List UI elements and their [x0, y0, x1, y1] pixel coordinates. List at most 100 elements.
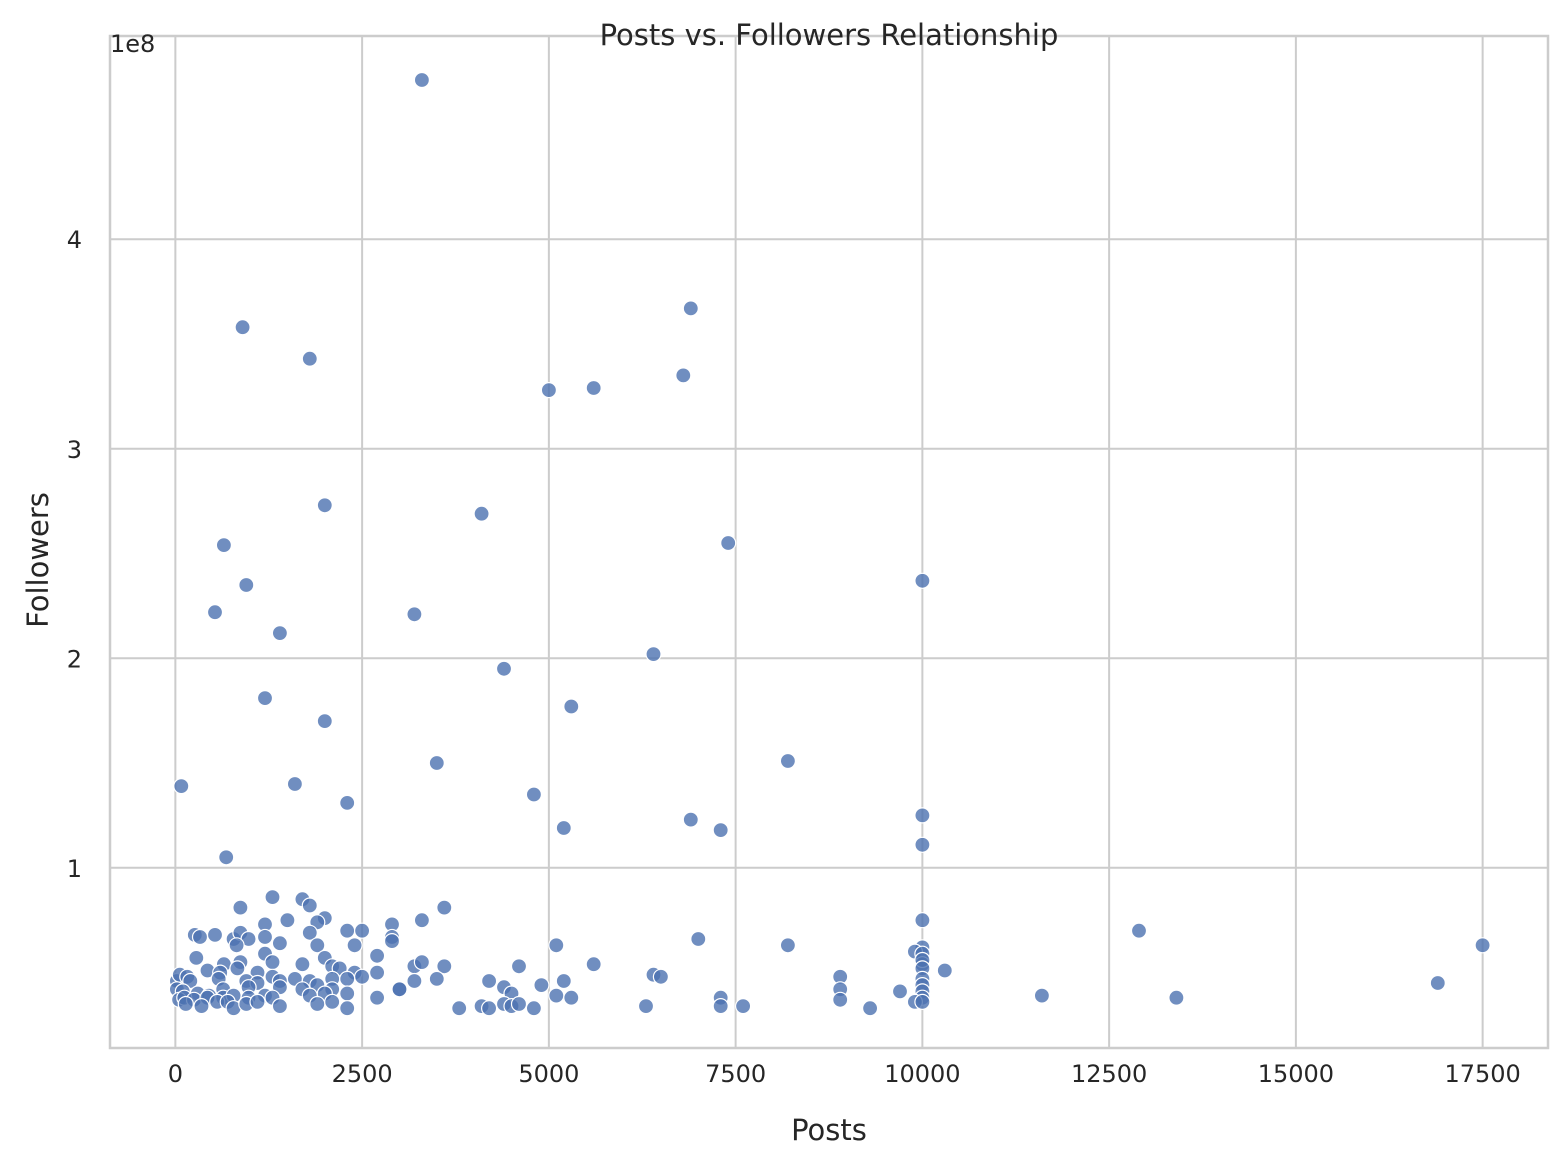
data-point [555, 819, 572, 837]
data-point [914, 836, 931, 853]
data-point [339, 985, 356, 1002]
data-point [264, 888, 281, 906]
data-point [779, 752, 797, 770]
data-point [525, 1000, 543, 1017]
data-point [914, 993, 931, 1011]
x-tick-label: 12500 [1071, 1060, 1147, 1088]
x-tick-label: 17500 [1444, 1060, 1520, 1088]
data-point [256, 689, 274, 707]
data-points [168, 71, 1491, 1017]
data-point [238, 576, 255, 594]
data-point [428, 970, 445, 988]
grid [110, 36, 1548, 1048]
data-point [234, 319, 251, 336]
data-point [525, 786, 543, 803]
x-tick-label: 10000 [884, 1060, 960, 1088]
data-point [229, 960, 246, 977]
data-point [891, 983, 909, 1000]
data-point [481, 972, 498, 990]
data-point [339, 970, 356, 988]
x-tick-label: 15000 [1258, 1060, 1334, 1088]
data-point [720, 534, 737, 552]
data-point [206, 926, 224, 944]
data-point [510, 958, 528, 975]
data-point [256, 928, 274, 946]
data-point [301, 924, 318, 941]
data-point [193, 997, 210, 1015]
data-point [585, 956, 602, 973]
data-point [645, 645, 662, 663]
data-point [682, 300, 699, 317]
x-tick-label: 2500 [332, 1060, 393, 1088]
x-axis-ticks: 0 2500 5000 7500 10000 12500 15000 17500 [168, 1060, 1521, 1088]
data-point [1033, 987, 1051, 1004]
data-point [173, 777, 190, 795]
data-point [383, 932, 401, 950]
data-point [832, 991, 849, 1008]
x-tick-label: 7500 [705, 1060, 766, 1088]
data-point [712, 821, 729, 839]
data-point [914, 572, 931, 589]
data-point [481, 1000, 498, 1017]
data-point [316, 712, 333, 730]
y-tick-label: 4 [67, 226, 82, 254]
data-point [495, 660, 513, 677]
data-point [406, 606, 423, 623]
data-point [228, 937, 245, 954]
data-point [428, 754, 445, 772]
data-point [339, 922, 356, 939]
data-point [1474, 937, 1491, 954]
data-point [354, 968, 371, 985]
y-tick-label: 3 [67, 436, 82, 464]
data-point [406, 972, 423, 990]
data-point [510, 995, 528, 1013]
data-point [712, 997, 729, 1015]
data-point [413, 912, 430, 929]
data-point [690, 930, 707, 948]
data-point [249, 993, 266, 1011]
data-point [540, 382, 558, 399]
data-point [637, 997, 655, 1015]
data-point [354, 922, 371, 939]
data-point [369, 964, 386, 981]
data-point [271, 997, 288, 1015]
data-point [369, 989, 386, 1006]
x-tick-label: 0 [168, 1060, 183, 1088]
data-point [779, 937, 797, 954]
data-point [1429, 974, 1446, 992]
data-point [271, 935, 288, 952]
data-point [218, 849, 235, 866]
data-point [936, 962, 953, 979]
data-point [294, 956, 311, 973]
x-tick-label: 5000 [518, 1060, 579, 1088]
data-point [436, 899, 453, 916]
data-point [301, 897, 318, 914]
data-point [555, 972, 572, 990]
data-point [585, 379, 602, 397]
data-point [734, 997, 752, 1015]
data-point [914, 807, 931, 824]
data-point [675, 367, 692, 384]
data-point [451, 1000, 468, 1017]
data-point [286, 775, 303, 793]
data-point [652, 968, 670, 985]
data-point [279, 912, 296, 929]
y-tick-label: 1 [67, 855, 82, 883]
y-tick-label: 2 [67, 645, 82, 673]
chart-title: Posts vs. Followers Relationship [600, 18, 1059, 52]
data-point [232, 899, 249, 916]
data-point [563, 989, 580, 1006]
data-point [264, 953, 281, 971]
data-point [682, 811, 699, 828]
y-axis-ticks: 1 2 3 4 [67, 226, 82, 883]
x-axis-label: Posts [791, 1113, 867, 1147]
data-point [215, 536, 232, 554]
data-point [301, 350, 318, 367]
data-point [548, 937, 565, 954]
y-offset-label: 1e8 [110, 30, 155, 58]
data-point [548, 987, 565, 1004]
data-point [309, 937, 326, 954]
data-point [346, 937, 363, 954]
y-axis-label: Followers [21, 492, 55, 628]
